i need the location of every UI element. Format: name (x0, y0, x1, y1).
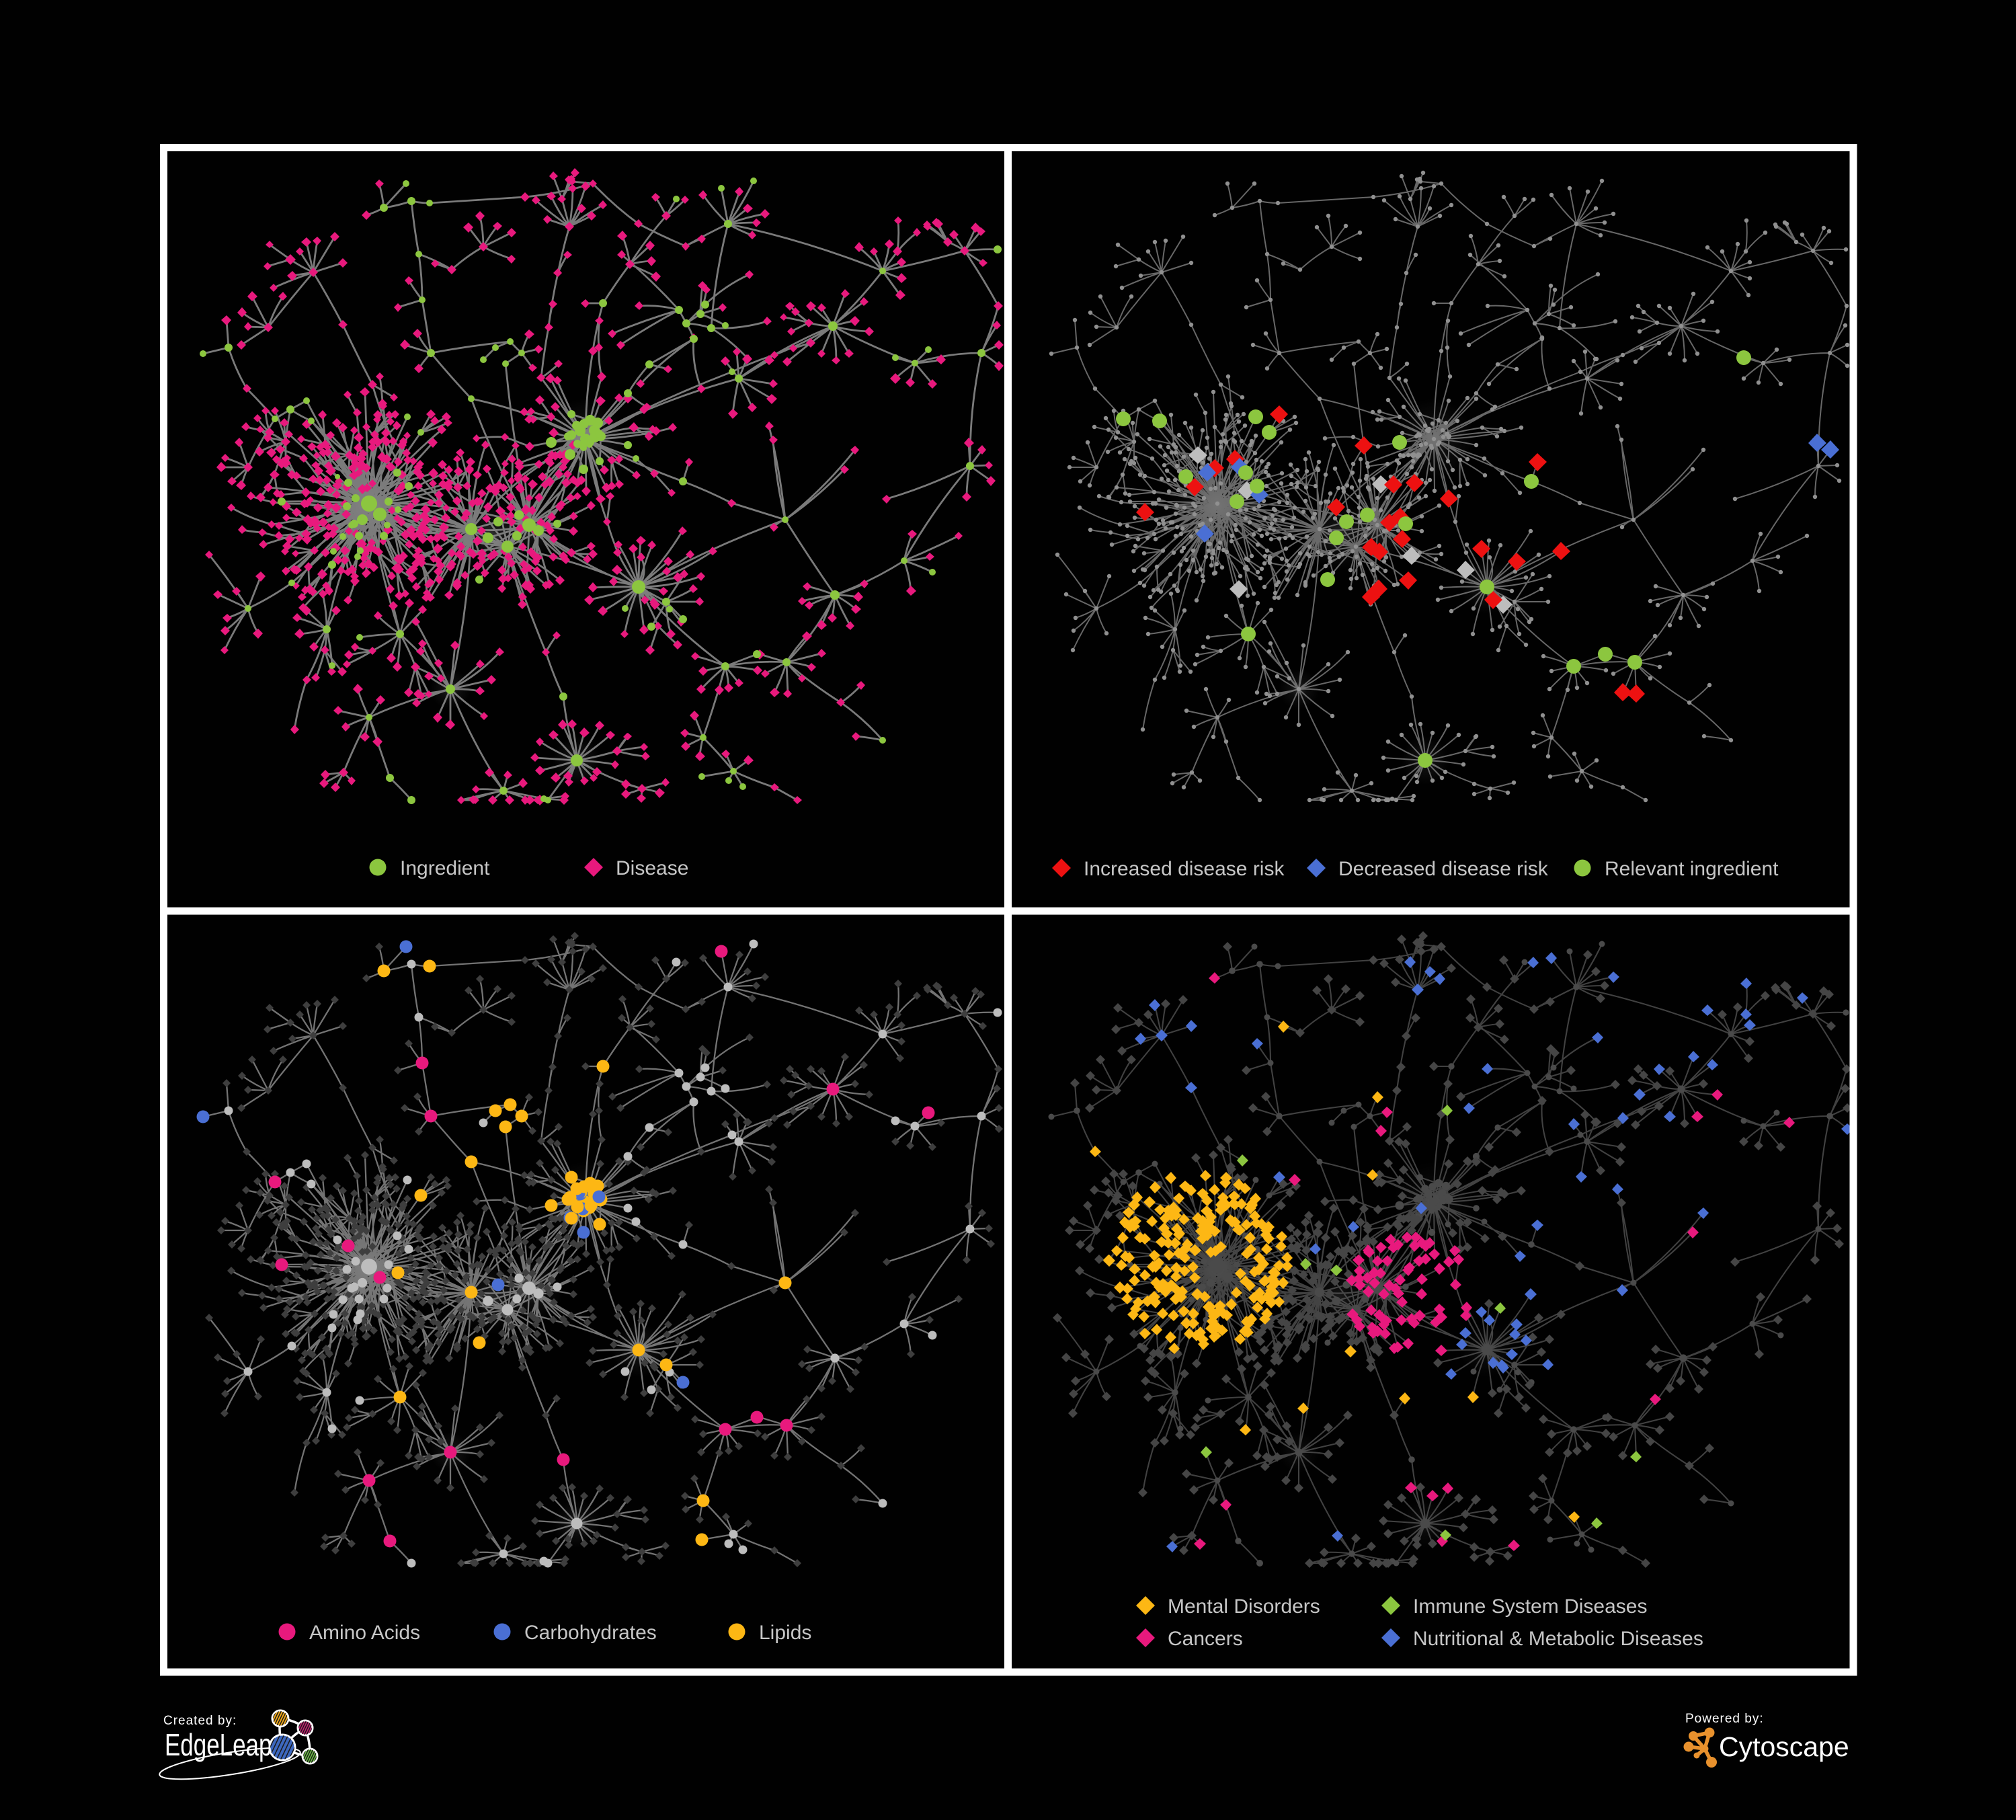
svg-text:Nutritional & Metabolic Diseas: Nutritional & Metabolic Diseases (1413, 1628, 1703, 1650)
svg-text:Cytoscape: Cytoscape (1719, 1731, 1849, 1762)
svg-text:Powered by:: Powered by: (1685, 1712, 1764, 1726)
svg-text:Cancers: Cancers (1168, 1628, 1243, 1650)
svg-text:Created by:: Created by: (163, 1714, 237, 1728)
svg-text:Immune System Diseases: Immune System Diseases (1413, 1595, 1647, 1618)
svg-text:Mental Disorders: Mental Disorders (1168, 1595, 1320, 1618)
svg-text:Decreased disease risk: Decreased disease risk (1338, 858, 1549, 880)
svg-text:Relevant ingredient: Relevant ingredient (1605, 858, 1779, 880)
svg-text:Disease: Disease (616, 857, 688, 879)
svg-text:Amino Acids: Amino Acids (309, 1622, 420, 1644)
svg-text:Lipids: Lipids (759, 1622, 811, 1644)
svg-text:Ingredient: Ingredient (400, 857, 490, 879)
svg-text:Increased disease risk: Increased disease risk (1084, 858, 1285, 880)
svg-text:EdgeLeap: EdgeLeap (165, 1727, 272, 1762)
svg-text:Carbohydrates: Carbohydrates (524, 1622, 657, 1644)
